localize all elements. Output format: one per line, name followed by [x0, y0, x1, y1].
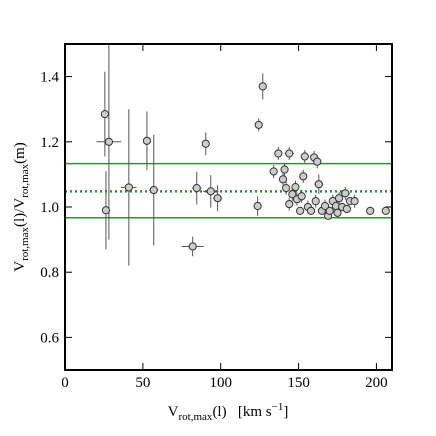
x-tick-label: 50 [135, 375, 150, 391]
y-tick-label: 0.6 [40, 330, 59, 346]
point [296, 206, 305, 216]
point [333, 208, 342, 217]
point [381, 206, 390, 216]
point [288, 190, 297, 199]
point [313, 157, 322, 166]
x-tick-label: 100 [209, 375, 232, 391]
point [366, 206, 375, 216]
point [350, 197, 359, 206]
x-tick-label: 150 [287, 375, 310, 391]
x-tick-label: 0 [61, 375, 69, 391]
point [311, 197, 320, 206]
point [280, 165, 289, 174]
point [274, 149, 283, 158]
point [142, 136, 152, 145]
y-tick-label: 1.2 [40, 135, 59, 151]
point [325, 206, 334, 216]
point [278, 175, 288, 184]
y-axis-label: Vrot,max(l)/Vrot,max(m) [12, 142, 31, 272]
point [282, 183, 291, 193]
point [291, 183, 300, 192]
point [258, 82, 267, 91]
point [341, 189, 350, 198]
point [269, 167, 278, 176]
point [206, 187, 215, 196]
point [149, 185, 158, 195]
point [334, 194, 344, 203]
point [253, 201, 262, 211]
point [320, 201, 330, 211]
x-tick-label: 200 [365, 375, 388, 391]
y-tick-label: 0.8 [40, 265, 59, 281]
point [300, 152, 309, 161]
point [306, 206, 316, 216]
point [213, 194, 222, 203]
point [314, 180, 323, 189]
y-tick-label: 1.0 [40, 200, 59, 216]
point [342, 204, 351, 214]
point [285, 199, 294, 209]
y-tick-label: 1.4 [40, 70, 59, 86]
point [124, 183, 133, 192]
x-axis-label: Vrot,max(l) [km s−1] [168, 401, 289, 423]
point [101, 206, 111, 215]
point [192, 183, 201, 193]
point [299, 172, 308, 181]
point [254, 120, 263, 129]
plot-frame [64, 43, 393, 371]
point [297, 192, 306, 201]
point [104, 137, 114, 146]
point [100, 109, 109, 119]
point [188, 242, 197, 251]
point [285, 149, 294, 158]
point [201, 139, 210, 148]
